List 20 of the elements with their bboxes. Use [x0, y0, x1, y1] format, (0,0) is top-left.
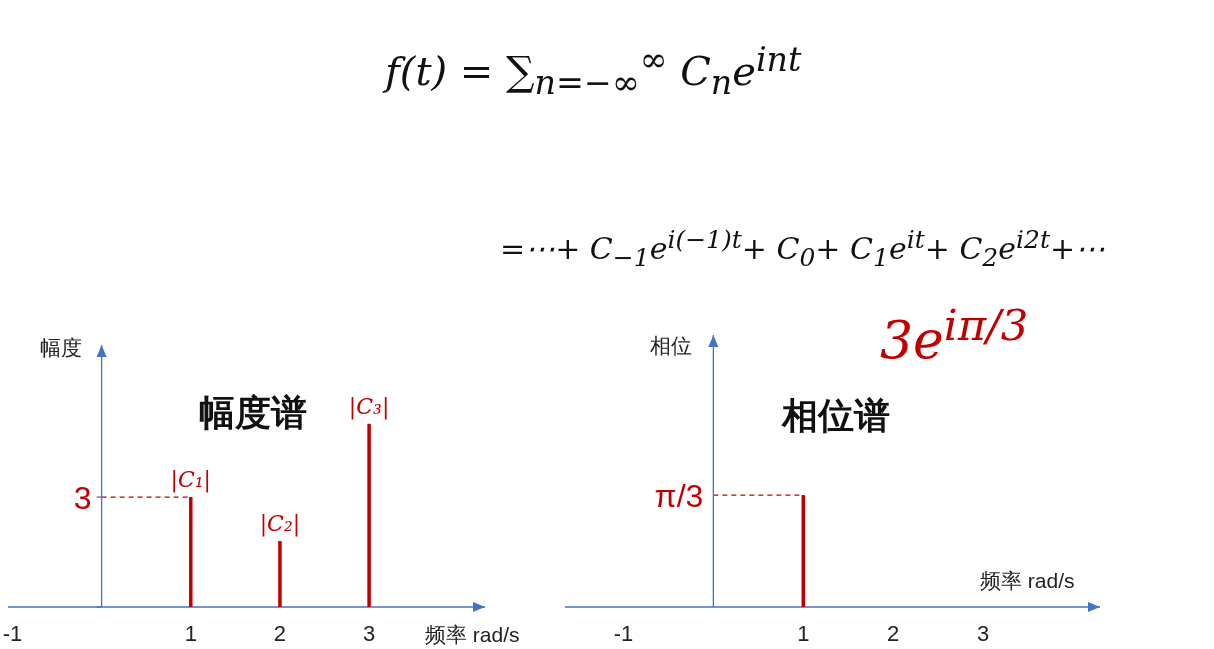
- x-tick-label: 2: [887, 621, 900, 646]
- x-axis-title: 频率 rad/s: [425, 623, 520, 646]
- x-tick-label: 3: [976, 621, 990, 646]
- ref-line-label: π/3: [654, 478, 704, 515]
- text: =⋯+ C$_{−1}$e$^{i(−1)t}$+ C$_{0}$+ C$_{1}$e$^{it}$+ C$_{2}$e$^{i2t}$+⋯: [500, 225, 1106, 272]
- x-tick-label: -1: [2, 621, 23, 646]
- x-tick-label: 1: [797, 621, 810, 646]
- x-tick-label: -1: [613, 621, 634, 646]
- chart-title: 相位谱: [781, 395, 890, 436]
- y-axis-title: 相位: [650, 334, 692, 357]
- x-axis-title: 频率 rad/s: [980, 569, 1075, 592]
- x-tick-label: 2: [273, 621, 287, 646]
- data-label: |C₁|: [170, 467, 212, 494]
- data-label: |C₃|: [348, 393, 390, 420]
- x-tick-label: 1: [184, 621, 197, 646]
- text: 幅度谱: [199, 392, 307, 433]
- text: 3e$^{iπ/3}$: [880, 300, 1029, 371]
- x-tick-label: 3: [362, 621, 376, 646]
- y-axis-title: 幅度: [40, 336, 82, 359]
- data-label: |C₂|: [259, 511, 301, 538]
